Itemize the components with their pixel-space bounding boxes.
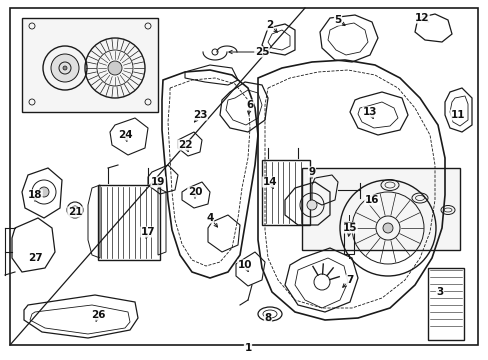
Text: 12: 12 [414, 13, 428, 23]
Text: 9: 9 [308, 167, 315, 177]
Bar [98, 185, 160, 260]
Text: 1: 1 [244, 343, 251, 353]
Text: 8: 8 [264, 313, 271, 323]
Text: 24: 24 [118, 130, 132, 140]
Text: 11: 11 [450, 110, 464, 120]
Circle shape [108, 61, 122, 75]
Text: 14: 14 [262, 177, 277, 187]
Circle shape [51, 54, 79, 82]
Text: 20: 20 [187, 187, 202, 197]
Text: 27: 27 [28, 253, 42, 263]
Text: 4: 4 [206, 213, 213, 223]
Text: 22: 22 [177, 140, 192, 150]
Text: 16: 16 [364, 195, 379, 205]
Text: 21: 21 [68, 207, 82, 217]
Circle shape [39, 187, 49, 197]
Circle shape [382, 223, 392, 233]
Text: 25: 25 [254, 47, 269, 57]
Circle shape [63, 66, 67, 70]
Text: 6: 6 [246, 100, 253, 110]
Text: 5: 5 [334, 15, 341, 25]
Bar [343, 222, 353, 254]
Text: 26: 26 [91, 310, 105, 320]
Bar [302, 168, 459, 250]
Text: 15: 15 [342, 223, 357, 233]
Text: 23: 23 [192, 110, 207, 120]
Text: 17: 17 [141, 227, 155, 237]
Bar [427, 268, 463, 340]
Text: 13: 13 [362, 107, 376, 117]
Text: 19: 19 [150, 177, 165, 187]
Text: 10: 10 [237, 260, 252, 270]
Bar [22, 18, 158, 112]
Text: 7: 7 [346, 275, 353, 285]
Text: 2: 2 [266, 20, 273, 30]
Text: 3: 3 [435, 287, 443, 297]
Circle shape [306, 200, 316, 210]
Bar [262, 160, 309, 225]
Text: 18: 18 [28, 190, 42, 200]
